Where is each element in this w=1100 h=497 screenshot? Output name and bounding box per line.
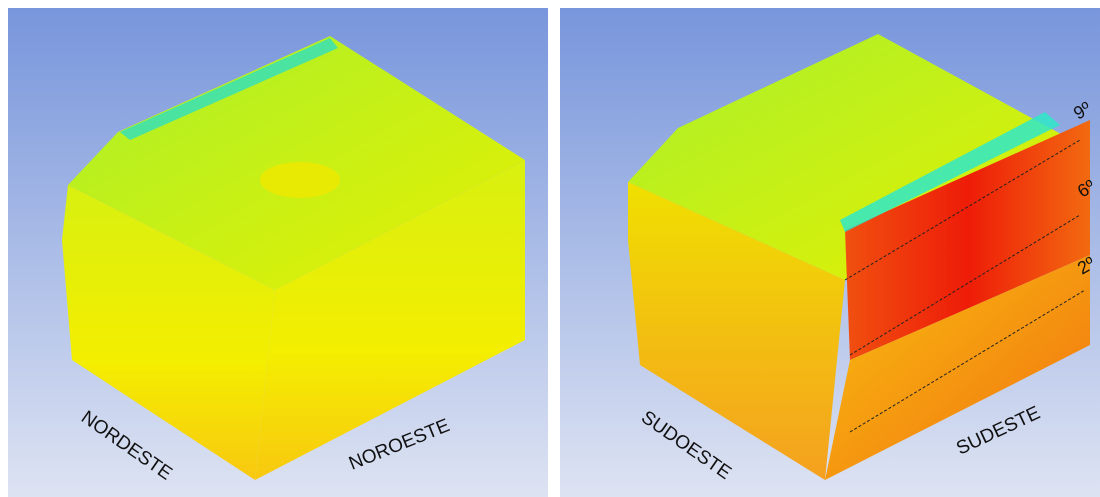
face-northeast <box>62 185 275 480</box>
floor-line <box>849 289 1086 433</box>
face-northwest <box>255 160 525 480</box>
shade <box>120 38 338 140</box>
shade <box>840 112 1060 232</box>
shade <box>260 162 340 198</box>
face-southeast-upper <box>845 120 1090 360</box>
floor-lines <box>844 139 1086 433</box>
roof <box>628 34 1090 280</box>
face-southwest <box>628 182 845 480</box>
floor-line <box>844 139 1081 281</box>
